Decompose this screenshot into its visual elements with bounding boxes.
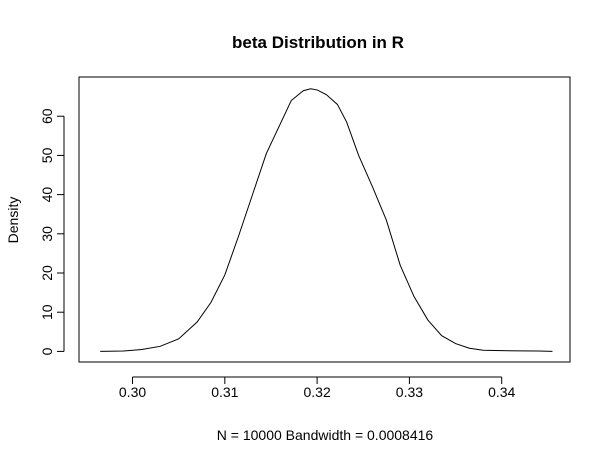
x-tick-label: 0.30 — [119, 384, 146, 400]
x-axis-label: N = 10000 Bandwidth = 0.0008416 — [217, 427, 434, 443]
density-curve — [100, 88, 553, 352]
y-axis: 0 10 20 30 40 50 60 — [39, 108, 65, 355]
y-tick-label: 30 — [39, 226, 55, 242]
chart-title: beta Distribution in R — [232, 33, 404, 52]
y-tick-label: 40 — [39, 187, 55, 203]
y-tick-label: 10 — [39, 304, 55, 320]
y-axis-label: Density — [5, 197, 21, 244]
plot-frame — [78, 76, 571, 363]
y-tick-label: 50 — [39, 147, 55, 163]
x-tick-label: 0.34 — [488, 384, 515, 400]
x-axis: 0.30 0.31 0.32 0.33 0.34 — [119, 376, 516, 400]
x-tick-label: 0.33 — [396, 384, 423, 400]
x-tick-label: 0.32 — [303, 384, 330, 400]
y-tick-label: 0 — [39, 347, 55, 355]
y-tick-label: 60 — [39, 108, 55, 124]
y-tick-label: 20 — [39, 265, 55, 281]
x-tick-label: 0.31 — [211, 384, 238, 400]
